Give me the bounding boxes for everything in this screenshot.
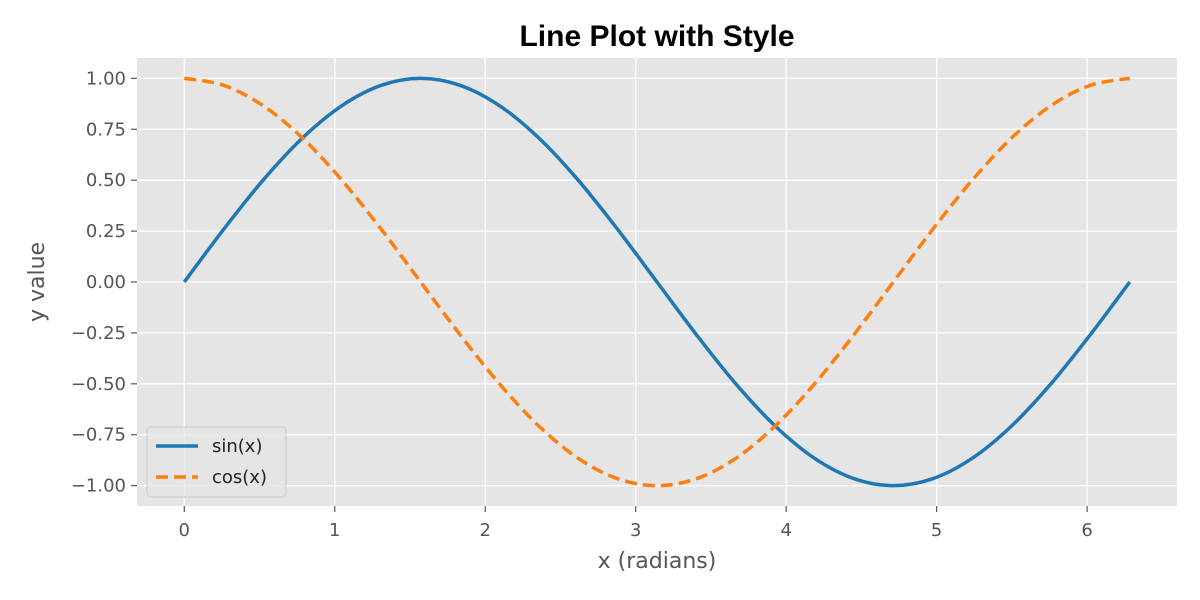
- legend-label-sin: sin(x): [212, 436, 262, 457]
- y-tick-label: 0.75: [86, 119, 126, 140]
- x-axis-ticks: 0 1 2 3 4 5 6: [179, 506, 1093, 541]
- grid-lines: [137, 58, 1177, 506]
- y-tick-label: −1.00: [71, 476, 126, 497]
- legend-label-cos: cos(x): [212, 467, 267, 488]
- x-tick-label: 5: [931, 520, 942, 541]
- series-lines: [182, 76, 1132, 488]
- x-tick-label: 0: [179, 520, 190, 541]
- legend: sin(x) cos(x): [146, 426, 287, 498]
- y-axis-label: y value: [25, 242, 50, 322]
- x-tick-label: 4: [780, 520, 791, 541]
- y-tick-label: 0.00: [86, 272, 126, 293]
- x-axis-label: x (radians): [598, 549, 717, 574]
- y-tick-label: 1.00: [86, 68, 126, 89]
- x-tick-label: 1: [329, 520, 340, 541]
- chart-title: Line Plot with Style: [519, 20, 794, 53]
- x-tick-label: 6: [1081, 520, 1092, 541]
- series-line-sin: [182, 76, 1132, 488]
- x-tick-label: 3: [630, 520, 641, 541]
- y-tick-label: −0.75: [71, 425, 126, 446]
- y-axis-ticks: −1.00 −0.75 −0.50 −0.25 0.00 0.25 0.50 0.75 1.00: [71, 68, 137, 497]
- y-tick-label: −0.25: [71, 323, 126, 344]
- y-tick-label: 0.25: [86, 221, 126, 242]
- y-tick-label: 0.50: [86, 170, 126, 191]
- y-tick-label: −0.50: [71, 374, 126, 395]
- x-tick-label: 2: [479, 520, 490, 541]
